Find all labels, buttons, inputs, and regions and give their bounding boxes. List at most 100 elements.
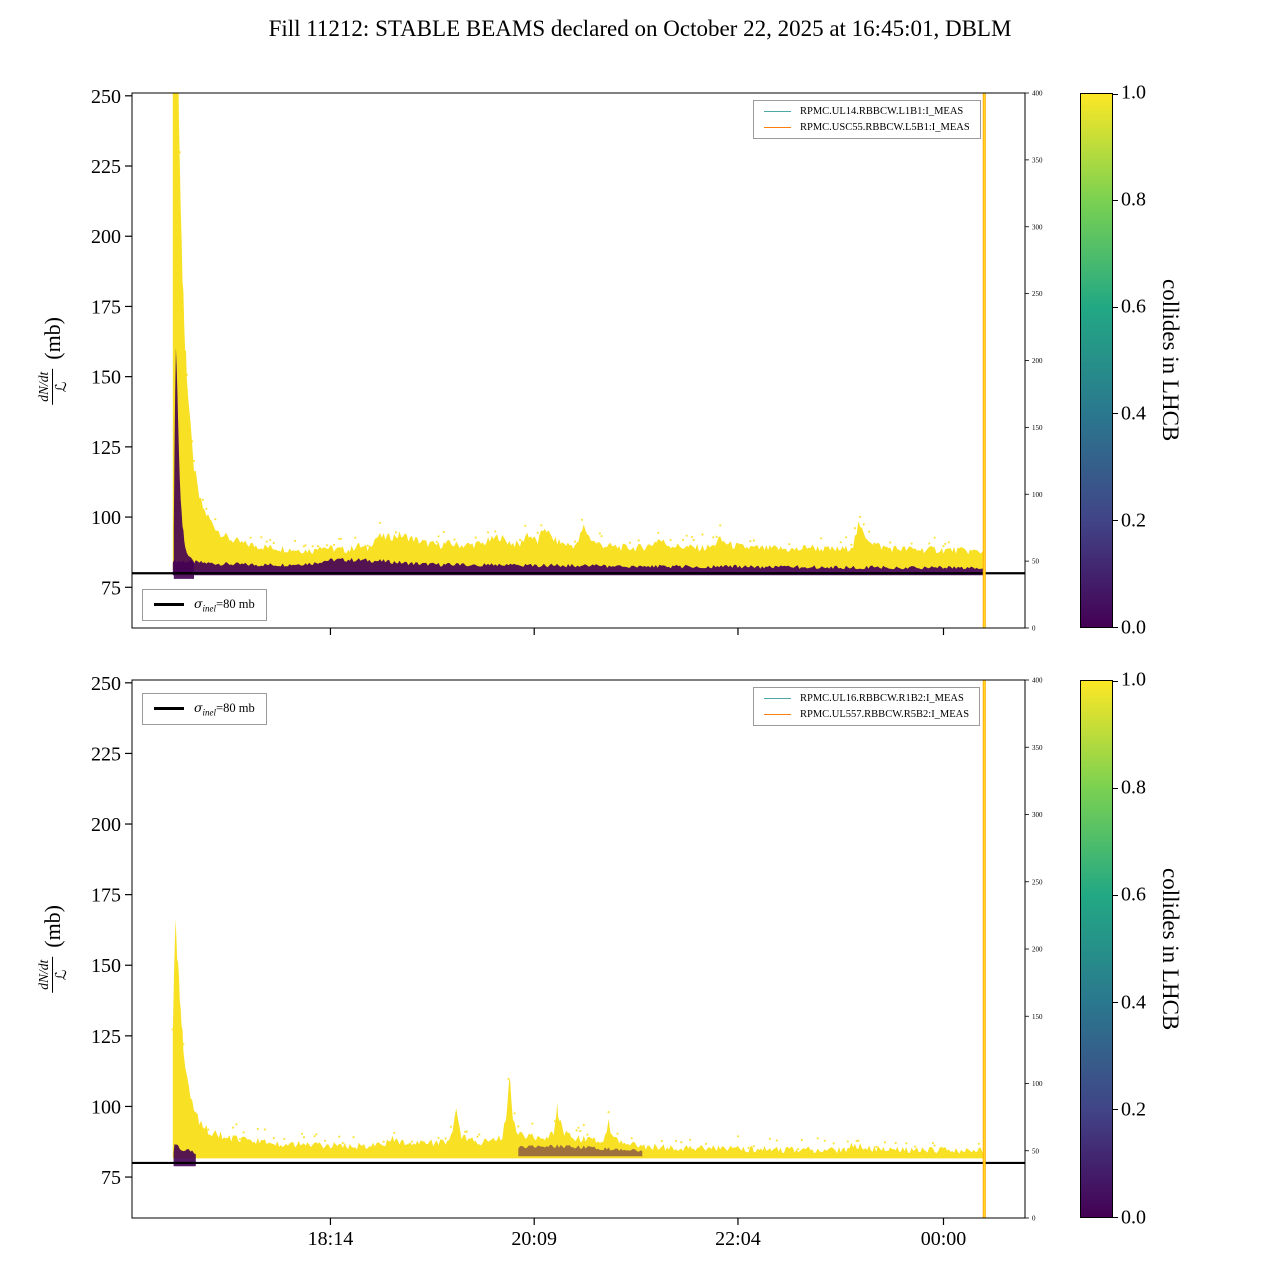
scatter-dot: [465, 1130, 468, 1133]
scatter-dot: [580, 518, 584, 521]
scatter-dot: [582, 1123, 585, 1127]
sigma-subscript: inel: [202, 603, 217, 614]
colorbar-tick-label: 1.0: [1121, 668, 1146, 691]
scatter-dot: [928, 542, 931, 545]
scatter-dot: [657, 531, 660, 534]
sigma-legend-bottom: σinel=80 mb: [142, 693, 267, 725]
y-tick-label: 225: [91, 743, 121, 765]
scatter-dot: [914, 1145, 917, 1148]
colorbar-tick-label: 0.6: [1121, 295, 1146, 318]
scatter-dot: [931, 1141, 935, 1145]
legend-entry: RPMC.UL557.RBBCW.R5B2:I_MEAS: [764, 709, 969, 720]
right-axis-tick-label: 100: [1032, 1080, 1043, 1088]
scatter-dot: [800, 1138, 803, 1142]
dark-band: [173, 347, 194, 579]
scatter-dot: [857, 1139, 860, 1142]
scatter-dot: [442, 530, 445, 534]
colorbar-label-wrap-top: collides in LHCB: [1150, 93, 1190, 628]
scatter-dot: [628, 541, 632, 544]
legend-label: RPMC.USC55.RBBCW.L5B1:I_MEAS: [800, 122, 970, 133]
scatter-dot: [883, 1141, 887, 1144]
legend-label: RPMC.UL14.RBBCW.L1B1:I_MEAS: [800, 106, 964, 117]
right-axis-tick-label: 350: [1032, 156, 1043, 164]
scatter-dot: [185, 373, 188, 376]
scatter-dot: [715, 535, 718, 538]
y-tick-label: 200: [91, 814, 121, 836]
scatter-dot: [379, 521, 382, 524]
ylabel-denominator: ℒ: [51, 969, 70, 981]
right-axis-tick-label: 150: [1032, 424, 1043, 432]
scatter-dot: [942, 545, 945, 548]
scatter-dot: [474, 536, 477, 539]
scatter-dot: [242, 1131, 245, 1134]
x-tick-label: 22:04: [715, 1228, 761, 1250]
scatter-dot: [507, 1077, 510, 1080]
scatter-dot: [705, 1142, 708, 1145]
legend-line-sample: [764, 111, 791, 112]
colorbar-tick-mark: [1113, 93, 1118, 95]
scatter-dot: [933, 1144, 936, 1147]
colorbar-tick-mark: [1113, 200, 1118, 202]
y-axis-label-top: dN/dt ℒ (mb): [14, 93, 92, 628]
scatter-dot: [449, 1125, 452, 1128]
y-tick-label: 125: [91, 1026, 121, 1048]
scatter-dot: [680, 1141, 683, 1144]
scatter-dot: [660, 1140, 663, 1143]
scatter-dot: [231, 1126, 235, 1129]
right-axis-tick-label: 250: [1032, 290, 1043, 298]
scatter-dot: [586, 1133, 589, 1136]
scatter-band: [172, 919, 985, 1159]
scatter-dot: [171, 1028, 174, 1031]
scatter-dot: [272, 1137, 275, 1140]
scatter-dot: [513, 1112, 516, 1115]
scatter-dot: [518, 538, 522, 542]
ylabel-denominator: ℒ: [51, 380, 70, 392]
y-axis-label-bottom: dN/dt ℒ (mb): [14, 680, 92, 1218]
scatter-dot: [435, 540, 438, 544]
scatter-dot: [192, 459, 196, 463]
scatter-dot: [637, 539, 640, 542]
scatter-dot: [692, 538, 695, 542]
colorbar-tick-mark: [1113, 519, 1118, 522]
scatter-dot: [575, 1129, 578, 1132]
scatter-dot: [260, 536, 263, 539]
scatter-dot: [868, 530, 871, 533]
scatter-dot: [531, 1122, 534, 1125]
scatter-dot: [616, 1132, 619, 1135]
scatter-dot: [265, 540, 268, 543]
scatter-dot: [947, 541, 950, 544]
scatter-dot: [214, 518, 217, 521]
scatter-dot: [839, 541, 842, 544]
scatter-dot: [205, 507, 208, 510]
y-tick-label: 250: [91, 673, 121, 695]
scatter-dot: [844, 536, 848, 539]
colorbar-ticks-top: 1.0 0.8 0.6 0.4 0.2 0.0: [1121, 82, 1167, 639]
scatter-dot: [889, 541, 892, 544]
scatter-dot: [944, 542, 947, 546]
sigma-legend-top: σinel=80 mb: [142, 589, 267, 621]
colorbar-tick-label: 0.8: [1121, 776, 1146, 799]
colorbar-tick-label: 0.8: [1121, 188, 1146, 211]
scatter-dot: [437, 535, 440, 538]
colorbar-tick-label: 0.0: [1121, 616, 1146, 639]
right-axis-tick-label: 400: [1032, 677, 1043, 685]
ylabel-fraction: dN/dt ℒ: [36, 368, 70, 405]
colorbar-label: collides in LHCB: [1158, 867, 1183, 1031]
legend-entry: RPMC.UL16.RBBCW.R1B2:I_MEAS: [764, 693, 969, 704]
scatter-dot: [410, 1140, 413, 1143]
scatter-dot: [719, 524, 722, 527]
scatter-dot: [553, 1120, 557, 1123]
figure-title: Fill 11212: STABLE BEAMS declared on Oct…: [268, 16, 1012, 41]
scatter-dot: [325, 544, 328, 547]
right-axis-tick-label: 200: [1032, 357, 1043, 365]
legend-bottom-subplot: RPMC.UL16.RBBCW.R1B2:I_MEAS RPMC.UL557.R…: [753, 687, 981, 726]
colorbar-tick-mark: [1113, 787, 1118, 789]
y-tick-label: 100: [91, 507, 121, 529]
scatter-dot: [905, 1142, 908, 1145]
colorbar-tick-label: 0.4: [1121, 991, 1146, 1014]
scatter-dot: [263, 1128, 266, 1131]
scatter-dot: [249, 536, 252, 539]
y-tick-label: 150: [91, 955, 121, 977]
